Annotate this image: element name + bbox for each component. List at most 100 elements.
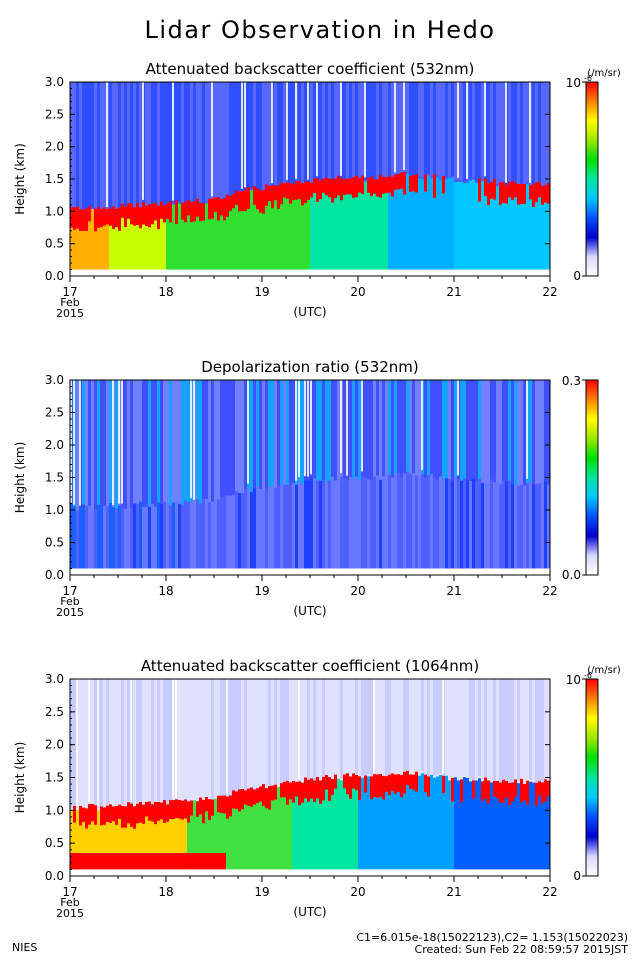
cloud-top xyxy=(277,185,280,209)
upper-air xyxy=(478,679,481,777)
near-ground xyxy=(220,853,223,870)
aerosol-column xyxy=(433,777,436,870)
aerosol-column xyxy=(151,806,154,870)
cloud-top xyxy=(208,198,211,220)
aerosol-column xyxy=(307,183,310,270)
cloud-top xyxy=(313,780,316,802)
depol-column xyxy=(253,487,256,569)
aerosol-column xyxy=(262,786,265,870)
aerosol-column xyxy=(154,803,157,870)
depol-column xyxy=(247,487,250,569)
upper-air xyxy=(274,82,277,185)
aerosol-column xyxy=(523,785,526,870)
upper-air xyxy=(514,679,517,780)
aerosol-column xyxy=(277,786,280,870)
cloud-top xyxy=(229,795,232,817)
near-ground xyxy=(115,853,118,870)
depol-upper xyxy=(217,380,220,500)
depol-upper xyxy=(349,380,352,477)
depol-upper xyxy=(172,380,175,505)
cloud-top xyxy=(328,178,331,198)
aerosol-column xyxy=(175,801,178,870)
upper-air xyxy=(469,679,472,780)
depol-upper xyxy=(343,380,346,478)
depol-upper xyxy=(109,380,112,505)
depol-upper xyxy=(202,380,205,499)
upper-air xyxy=(91,679,94,804)
x-tick-label: 17 xyxy=(62,885,77,899)
aerosol-column xyxy=(196,200,199,270)
colorbar-max-exponent: -6 xyxy=(584,671,592,680)
cloud-top xyxy=(73,207,76,230)
depol-upper xyxy=(448,380,451,479)
aerosol-column xyxy=(541,187,544,270)
depol-upper xyxy=(154,380,157,507)
upper-air xyxy=(304,82,307,182)
aerosol-column xyxy=(472,179,475,270)
cloud-top xyxy=(190,800,193,816)
aerosol-column xyxy=(73,209,76,270)
upper-air xyxy=(178,679,181,800)
upper-air xyxy=(100,679,103,807)
depol-upper xyxy=(352,380,355,479)
data-gap xyxy=(295,380,297,481)
aerosol-column xyxy=(253,188,256,270)
cloud-top xyxy=(514,183,517,198)
aerosol-column xyxy=(490,183,493,270)
depol-upper xyxy=(256,380,259,487)
upper-air xyxy=(82,82,85,210)
aerosol-column xyxy=(535,784,538,870)
depol-column xyxy=(352,478,355,569)
aerosol-column xyxy=(199,799,202,870)
cloud-top xyxy=(235,791,238,809)
blind-zone xyxy=(70,568,550,575)
depol-upper xyxy=(493,380,496,483)
cloud-top xyxy=(337,175,340,196)
depol-column xyxy=(181,505,184,569)
cloud-top xyxy=(247,788,250,806)
upper-air xyxy=(421,679,424,772)
aerosol-column xyxy=(154,204,157,270)
depol-upper xyxy=(442,380,445,479)
upper-air xyxy=(520,679,523,779)
data-gap xyxy=(364,82,366,178)
aerosol-column xyxy=(328,779,331,870)
depol-column xyxy=(508,480,511,569)
colorbar-min-label: 0 xyxy=(573,869,581,883)
depol-upper xyxy=(406,380,409,472)
depol-upper xyxy=(451,380,454,481)
depol-column xyxy=(436,479,439,569)
aerosol-column xyxy=(487,185,490,270)
aerosol-column xyxy=(505,782,508,870)
depol-column xyxy=(415,475,418,569)
depol-column xyxy=(520,485,523,569)
depol-column xyxy=(268,486,271,569)
aerosol-column xyxy=(166,806,169,870)
upper-air xyxy=(187,679,190,802)
depol-column xyxy=(469,480,472,569)
depol-upper xyxy=(241,380,244,494)
x-tick-label: 18 xyxy=(158,885,173,899)
aerosol-column xyxy=(250,789,253,870)
cloud-top xyxy=(151,203,154,225)
aerosol-column xyxy=(178,203,181,270)
depol-upper xyxy=(82,380,85,507)
cloud-top xyxy=(139,801,142,823)
aerosol-column xyxy=(526,184,529,270)
depol-column xyxy=(400,477,403,569)
depol-upper xyxy=(325,380,328,482)
aerosol-column xyxy=(253,791,256,870)
panel-title: Attenuated backscatter coefficient (532n… xyxy=(146,60,475,78)
upper-air xyxy=(334,82,337,179)
upper-air xyxy=(199,679,202,798)
aerosol-column xyxy=(217,797,220,870)
depol-upper xyxy=(157,380,160,505)
depol-upper xyxy=(445,380,448,479)
depol-column xyxy=(397,472,400,569)
aerosol-column xyxy=(508,184,511,270)
depol-column xyxy=(76,510,79,569)
aerosol-column xyxy=(268,187,271,270)
cloud-top xyxy=(295,180,298,200)
near-ground xyxy=(217,853,220,870)
upper-air xyxy=(310,82,313,183)
